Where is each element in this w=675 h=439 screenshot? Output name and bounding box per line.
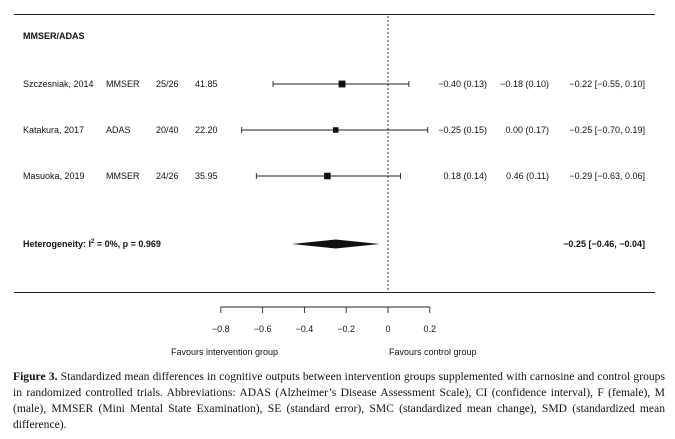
weight-value: 22.20: [195, 125, 218, 135]
heterogeneity-label: Heterogeneity: I2 = 0%, p = 0.969: [23, 239, 161, 249]
effect-square: [332, 127, 339, 133]
sample-size: 24/26: [156, 171, 179, 181]
effect-square: [324, 172, 331, 180]
caption-label: Figure 3.: [13, 370, 58, 383]
measure-label: MMSER: [106, 79, 140, 89]
intervention-smc: −0.40 (0.13): [438, 79, 487, 89]
pooled-row: Heterogeneity: I2 = 0%, p = 0.969 −0.25 […: [23, 239, 645, 249]
study-row: Szczesniak, 2014 MMSER 25/26 41.85 −0.40 (0.…: [23, 79, 645, 89]
pooled-smd-ci: −0.25 [−0.46, −0.04]: [563, 239, 645, 249]
tick-label: −0.4: [296, 324, 314, 334]
tick-label: −0.2: [337, 324, 355, 334]
control-smc: −0.18 (0.10): [500, 79, 549, 89]
study-row: Masuoka, 2019 MMSER 24/26 35.95 0.18 (0.14) 0…: [23, 171, 645, 181]
tick-label: 0: [385, 324, 390, 334]
smd-ci-value: −0.22 [−0.55, 0.10]: [569, 79, 645, 89]
x-axis: −0.8 −0.6 −0.4 −0.2 0 0.2 Favours intervention…: [171, 306, 477, 357]
effect-square: [338, 80, 346, 88]
smd-ci-value: −0.29 [−0.63, 0.06]: [569, 171, 645, 181]
weight-value: 41.85: [195, 79, 218, 89]
control-smc: 0.46 (0.11): [506, 171, 549, 181]
tick-label: −0.8: [212, 324, 230, 334]
intervention-smc: 0.18 (0.14): [443, 171, 487, 181]
measure-label: MMSER: [106, 171, 140, 181]
smd-ci-value: −0.25 [−0.70, 0.19]: [569, 125, 645, 135]
figure-caption: Figure 3. Standardized mean differences …: [13, 369, 665, 433]
superscript-2: 2: [91, 239, 95, 245]
tick-label: −0.6: [254, 324, 272, 334]
sample-size: 20/40: [156, 125, 179, 135]
sample-size: 25/26: [156, 79, 179, 89]
caption-text: Standardized mean differences in cogniti…: [13, 370, 665, 431]
control-smc: 0.00 (0.17): [505, 125, 549, 135]
study-name: Masuoka, 2019: [23, 171, 85, 181]
pooled-diamond: [291, 239, 380, 249]
measure-label: ADAS: [106, 125, 131, 135]
favours-control-label: Favours control group: [389, 347, 477, 357]
study-row: Katakura, 2017 ADAS 20/40 22.20 −0.25 (0.15)…: [23, 125, 645, 135]
section-title: MMSER/ADAS: [23, 31, 85, 41]
study-name: Szczesniak, 2014: [23, 79, 94, 89]
heterogeneity-stats: = 0%, p = 0.969: [94, 239, 161, 249]
weight-value: 35.95: [195, 171, 218, 181]
study-rows: Szczesniak, 2014 MMSER 25/26 41.85 −0.40 (0.…: [23, 16, 645, 292]
favours-intervention-label: Favours intervention group: [171, 347, 278, 357]
forest-plot: MMSER/ADAS Szczesniak, 2014 MMSER 25/26 41.…: [14, 14, 655, 357]
tick-label: 0.2: [424, 324, 437, 334]
study-name: Katakura, 2017: [23, 125, 84, 135]
intervention-smc: −0.25 (0.15): [438, 125, 487, 135]
